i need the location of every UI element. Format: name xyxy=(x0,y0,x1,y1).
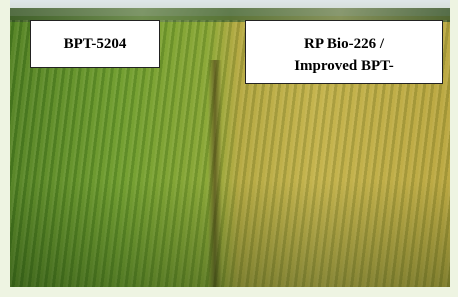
foreground-shade xyxy=(10,180,450,287)
variety-label: BPT-5204 xyxy=(30,20,160,68)
label-text: BPT-5204 xyxy=(31,33,159,55)
rice-field-photo: BPT-5204 RP Bio-226 /Improved BPT- xyxy=(10,0,450,287)
label-text: RP Bio-226 / xyxy=(246,33,442,55)
page: BPT-5204 RP Bio-226 /Improved BPT- (() =… xyxy=(0,0,458,297)
variety-label: RP Bio-226 /Improved BPT- xyxy=(245,20,443,84)
label-text: Improved BPT- xyxy=(246,55,442,77)
